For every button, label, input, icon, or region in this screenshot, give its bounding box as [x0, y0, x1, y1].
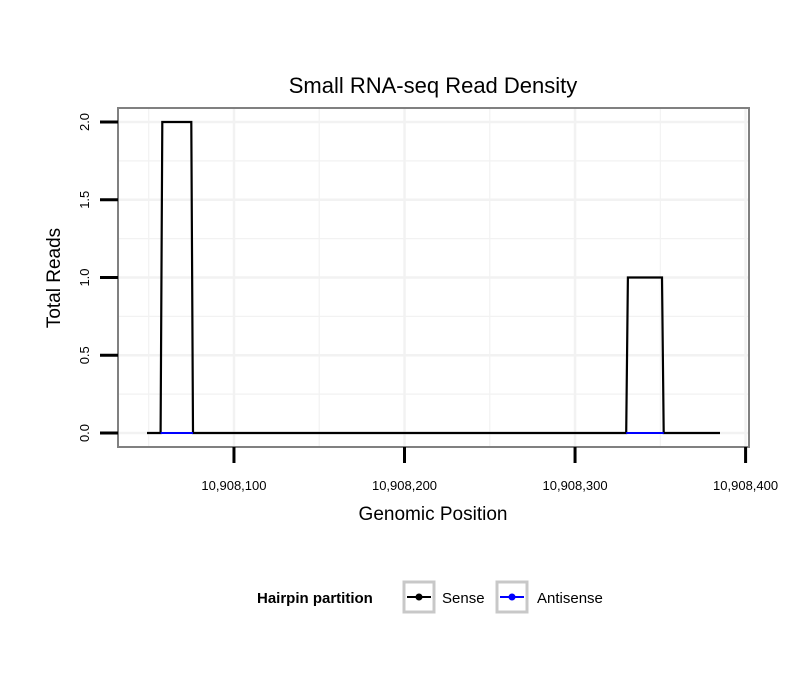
- legend-point-sense: [415, 593, 423, 601]
- legend-label-sense: Sense: [442, 590, 485, 607]
- y-tick-label: 1.0: [77, 268, 92, 286]
- data-series: [147, 120, 720, 435]
- axis-ticks: 10,908,100 10,908,200 10,908,300 10,908,400…: [77, 113, 778, 493]
- legend-point-antisense: [508, 593, 516, 601]
- y-tick-label: 2.0: [77, 113, 92, 131]
- chart-title: Small RNA-seq Read Density: [289, 73, 578, 98]
- x-tick-label: 10,908,400: [713, 478, 778, 493]
- x-tick-label: 10,908,100: [201, 478, 266, 493]
- legend: Hairpin partition Sense Antisense: [257, 580, 603, 614]
- legend-label-antisense: Antisense: [537, 590, 603, 607]
- y-axis-label: Total Reads: [44, 228, 65, 328]
- legend-title: Hairpin partition: [257, 590, 373, 607]
- x-axis-label: Genomic Position: [359, 504, 508, 525]
- y-tick-label: 1.5: [77, 191, 92, 209]
- series-line-sense: [147, 120, 720, 435]
- x-tick-label: 10,908,200: [372, 478, 437, 493]
- y-tick-label: 0.5: [77, 346, 92, 364]
- y-tick-label: 0.0: [77, 424, 92, 442]
- x-tick-label: 10,908,300: [543, 478, 608, 493]
